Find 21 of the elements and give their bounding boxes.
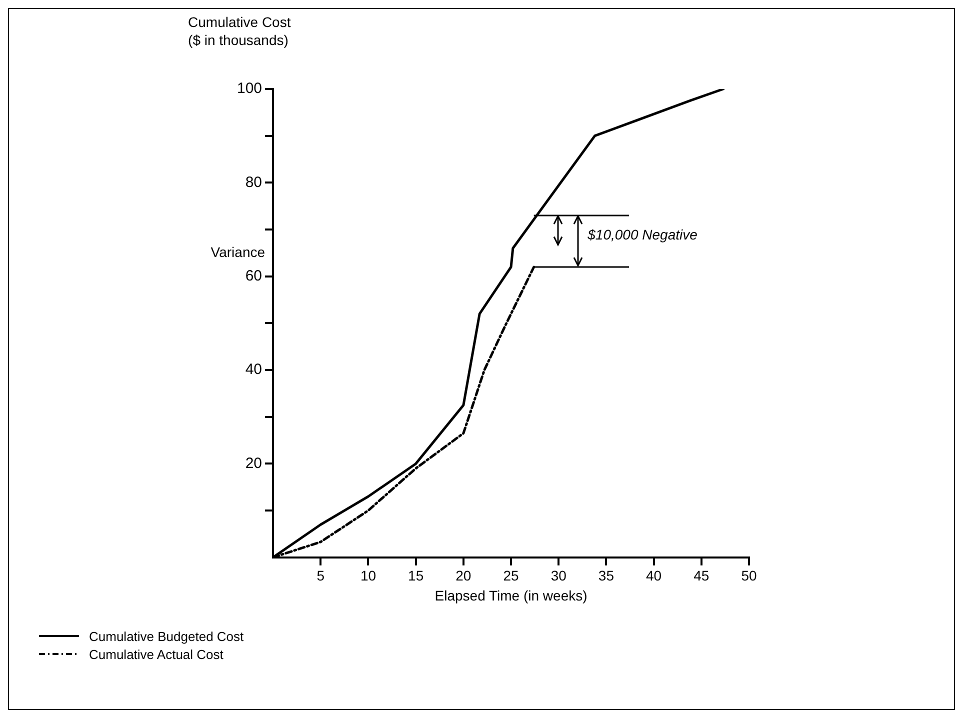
y-tick-label: 100 <box>236 80 262 98</box>
x-tick-label: 5 <box>316 568 325 584</box>
x-tick-label: 10 <box>360 568 376 584</box>
x-tick-label: 15 <box>408 568 424 584</box>
text: Variance <box>210 244 266 260</box>
x-tick-label: 25 <box>503 568 520 584</box>
x-tick-label: 20 <box>456 568 472 584</box>
annotation: $10,000 Negative <box>586 226 698 242</box>
x-tick-label: 40 <box>646 568 662 584</box>
legend-label: Cumulative Actual Cost <box>89 646 224 662</box>
x-tick-label: 30 <box>550 568 567 584</box>
legend-label: Cumulative Budgeted Cost <box>89 628 244 644</box>
y-tick-label: 80 <box>245 174 262 191</box>
x-axis-title: Elapsed Time (in weeks) <box>434 587 588 604</box>
y-tick-label: 40 <box>245 361 262 378</box>
x-tick-label: 45 <box>694 568 710 584</box>
x-tick-label: 35 <box>598 568 614 584</box>
y-tick-label: 20 <box>245 454 262 472</box>
x-tick-label: 50 <box>741 568 757 584</box>
y-tick-label: 60 <box>245 268 262 284</box>
y-axis-title: Cumulative Cost ($ in thousands) <box>188 14 291 48</box>
